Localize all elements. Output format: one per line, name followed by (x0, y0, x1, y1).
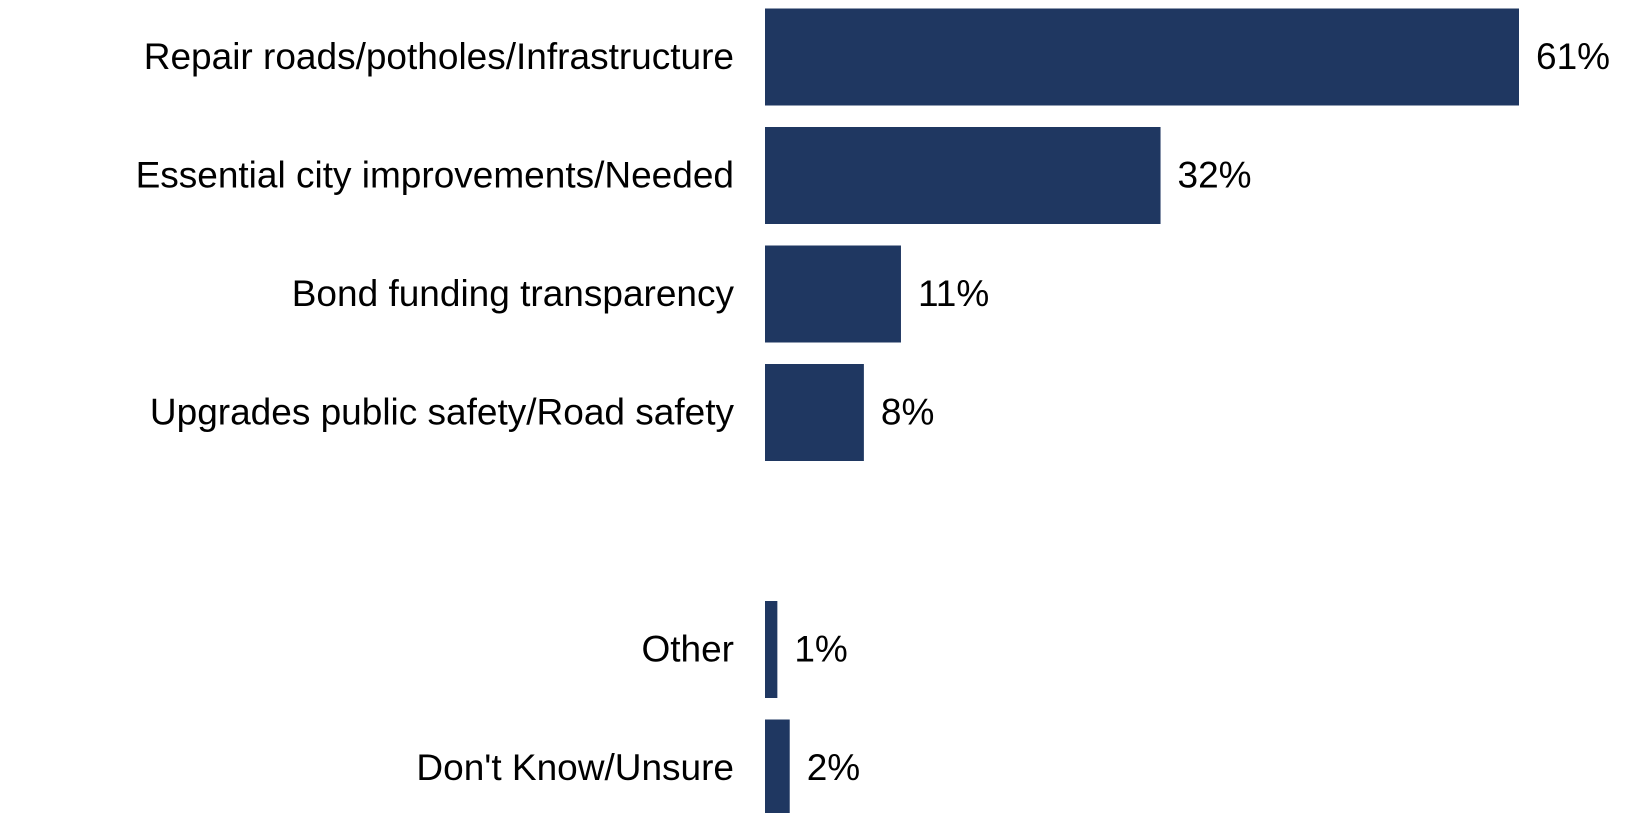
value-label: 32% (1178, 154, 1252, 195)
bar (765, 719, 790, 813)
category-label: Essential city improvements/Needed (136, 154, 734, 195)
bar (765, 8, 1519, 106)
category-label: Repair roads/potholes/Infrastructure (144, 36, 734, 77)
bar (765, 601, 778, 698)
category-label: Upgrades public safety/Road safety (150, 391, 735, 432)
value-label: 11% (918, 273, 989, 314)
category-label: Other (641, 628, 734, 669)
value-label: 61% (1536, 36, 1610, 77)
bar (765, 245, 901, 343)
category-label: Don't Know/Unsure (416, 747, 734, 788)
bar (765, 364, 864, 461)
value-label: 2% (807, 747, 860, 788)
category-label: Bond funding transparency (292, 273, 735, 314)
value-label: 1% (794, 628, 847, 669)
value-label: 8% (881, 391, 934, 432)
bar (765, 127, 1161, 224)
